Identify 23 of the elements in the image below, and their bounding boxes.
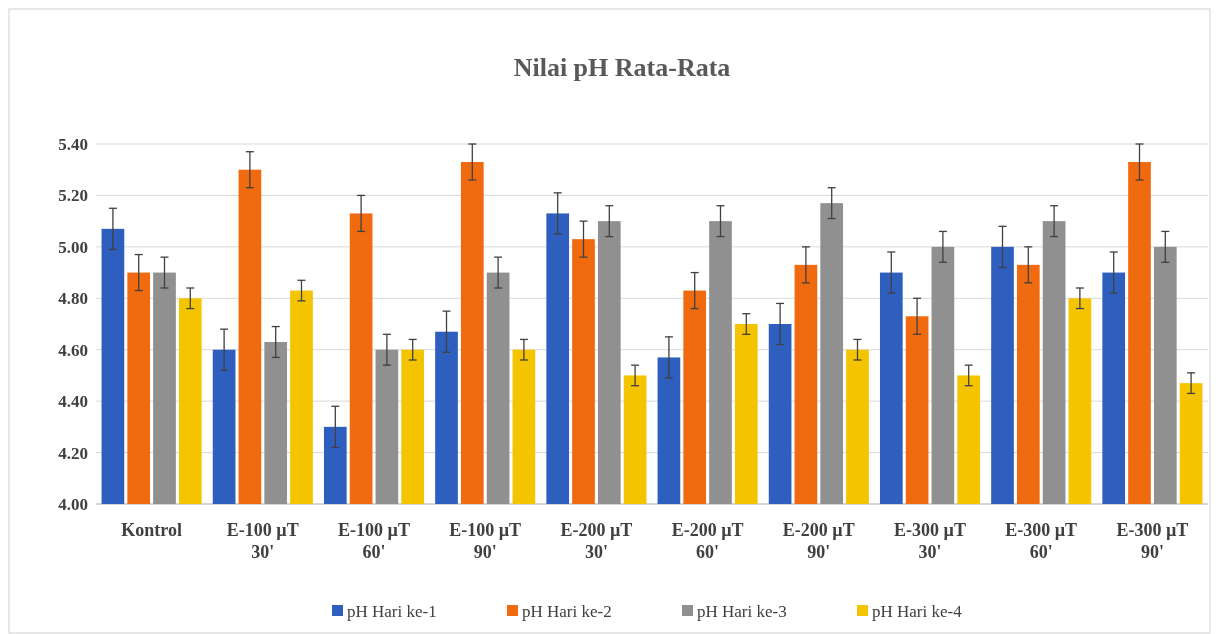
x-tick-label: E-300 µT 30' — [894, 520, 966, 562]
legend-label: pH Hari ke-2 — [522, 601, 612, 621]
x-tick-label: E-100 µT 90' — [449, 520, 522, 562]
chart-title: Nilai pH Rata-Rata — [513, 53, 731, 82]
y-tick-label: 4.20 — [58, 443, 88, 463]
x-tick-label: Kontrol — [121, 520, 182, 540]
y-tick-label: 5.20 — [58, 186, 88, 206]
x-tick-label: E-200 µT 90' — [782, 520, 855, 562]
x-tick-label: E-100 µT 30' — [226, 520, 299, 562]
y-tick-label: 5.00 — [58, 237, 88, 257]
x-tick-label: E-100 µT 60' — [338, 520, 410, 562]
y-tick-label: 4.80 — [58, 289, 88, 309]
x-tick-label: E-200 µT 30' — [560, 520, 633, 562]
x-tick-label: E-300 µT 90' — [1116, 520, 1189, 562]
legend-label: pH Hari ke-4 — [872, 601, 963, 621]
y-tick-label: 4.60 — [58, 340, 88, 360]
x-tick-label: E-200 µT 60' — [671, 520, 744, 562]
y-tick-label: 4.00 — [58, 494, 88, 514]
y-tick-label: 4.40 — [58, 392, 88, 412]
legend-label: pH Hari ke-3 — [697, 601, 787, 621]
y-tick-label: 5.40 — [58, 134, 88, 154]
legend-label: pH Hari ke-1 — [347, 601, 437, 621]
x-tick-label: E-300 µT 60' — [1005, 520, 1078, 562]
